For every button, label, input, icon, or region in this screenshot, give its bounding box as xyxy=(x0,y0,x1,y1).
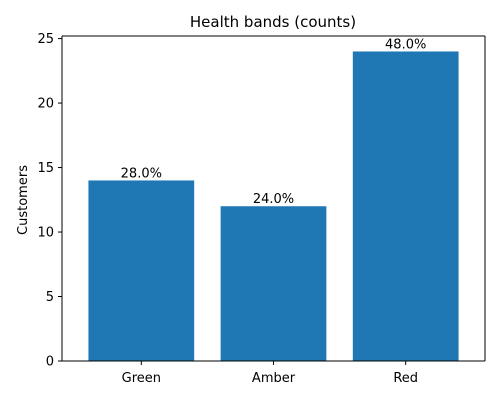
x-axis-ticks: Green Amber Red xyxy=(122,361,418,386)
x-tick-label-red: Red xyxy=(393,371,418,386)
y-tick-label: 15 xyxy=(37,161,54,176)
bar-amber xyxy=(220,206,327,361)
y-tick-label: 5 xyxy=(46,290,54,305)
y-axis-label: Customers xyxy=(16,165,31,235)
y-tick-label: 10 xyxy=(37,226,54,241)
bar-red xyxy=(352,51,459,361)
y-axis-ticks: 0 5 10 15 20 25 xyxy=(37,32,62,370)
x-tick-label-amber: Amber xyxy=(252,371,296,386)
data-label-red: 48.0% xyxy=(385,37,426,52)
y-tick-label: 0 xyxy=(46,355,54,370)
y-tick-label: 25 xyxy=(37,32,54,47)
bars xyxy=(88,51,459,361)
bar-green xyxy=(88,180,195,361)
data-label-amber: 24.0% xyxy=(253,192,294,207)
chart-title: Health bands (counts) xyxy=(190,13,356,31)
data-labels: 28.0% 24.0% 48.0% xyxy=(121,37,427,207)
y-tick-label: 20 xyxy=(37,97,54,112)
x-tick-label-green: Green xyxy=(122,371,161,386)
data-label-green: 28.0% xyxy=(121,166,162,181)
axes-frame xyxy=(61,35,486,362)
